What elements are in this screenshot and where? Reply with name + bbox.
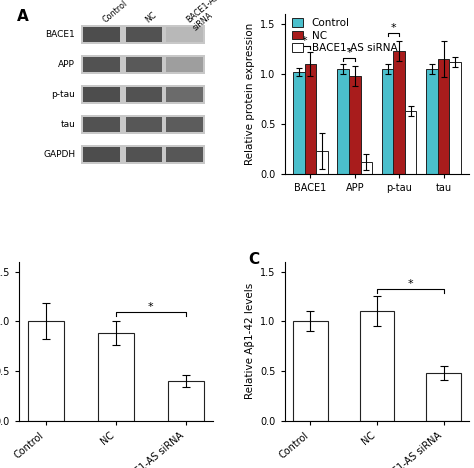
Bar — [166, 117, 203, 132]
Bar — [349, 76, 361, 174]
Bar — [426, 373, 461, 421]
Y-axis label: Relative Aβ1-42 levels: Relative Aβ1-42 levels — [245, 283, 255, 400]
Bar — [361, 162, 372, 174]
Text: APP: APP — [58, 60, 75, 69]
Bar — [98, 333, 134, 421]
Text: Control: Control — [101, 0, 129, 24]
Bar — [81, 115, 205, 134]
Bar — [81, 25, 205, 44]
Bar — [426, 69, 438, 174]
Bar — [83, 27, 120, 43]
Bar — [360, 311, 394, 421]
Bar — [166, 147, 203, 162]
Bar — [126, 57, 163, 73]
Text: *: * — [302, 36, 308, 46]
Legend: Control, NC, BACE1-AS siRNA: Control, NC, BACE1-AS siRNA — [290, 16, 400, 55]
Bar — [28, 322, 64, 421]
Bar — [438, 59, 449, 174]
Bar — [316, 151, 328, 174]
Bar — [83, 57, 120, 73]
Text: A: A — [17, 9, 29, 24]
Bar — [166, 27, 203, 43]
Bar — [83, 147, 120, 162]
Bar — [382, 69, 393, 174]
Text: p-tau: p-tau — [51, 90, 75, 99]
Text: NC: NC — [144, 10, 159, 24]
Text: tau: tau — [60, 120, 75, 129]
Bar — [126, 147, 163, 162]
Bar — [449, 62, 461, 174]
Text: BACE1: BACE1 — [46, 30, 75, 39]
Bar — [405, 111, 417, 174]
Bar — [81, 85, 205, 104]
Text: GAPDH: GAPDH — [43, 150, 75, 159]
Bar — [166, 57, 203, 73]
Bar — [126, 27, 163, 43]
Bar — [126, 117, 163, 132]
Bar — [293, 322, 328, 421]
Text: BACE1-AS
siRNA: BACE1-AS siRNA — [185, 0, 228, 32]
Bar — [83, 87, 120, 102]
Bar — [126, 87, 163, 102]
Text: *: * — [391, 23, 396, 33]
Text: *: * — [148, 302, 154, 313]
Text: *: * — [346, 48, 352, 58]
Bar — [293, 72, 305, 174]
Y-axis label: Relative protein expression: Relative protein expression — [245, 23, 255, 165]
Bar — [81, 145, 205, 164]
Text: *: * — [408, 279, 413, 290]
Text: C: C — [248, 252, 259, 267]
Bar — [337, 69, 349, 174]
Bar — [81, 55, 205, 74]
Bar — [166, 87, 203, 102]
Bar — [393, 51, 405, 174]
Bar — [168, 381, 204, 421]
Bar — [83, 117, 120, 132]
Bar — [305, 64, 316, 174]
